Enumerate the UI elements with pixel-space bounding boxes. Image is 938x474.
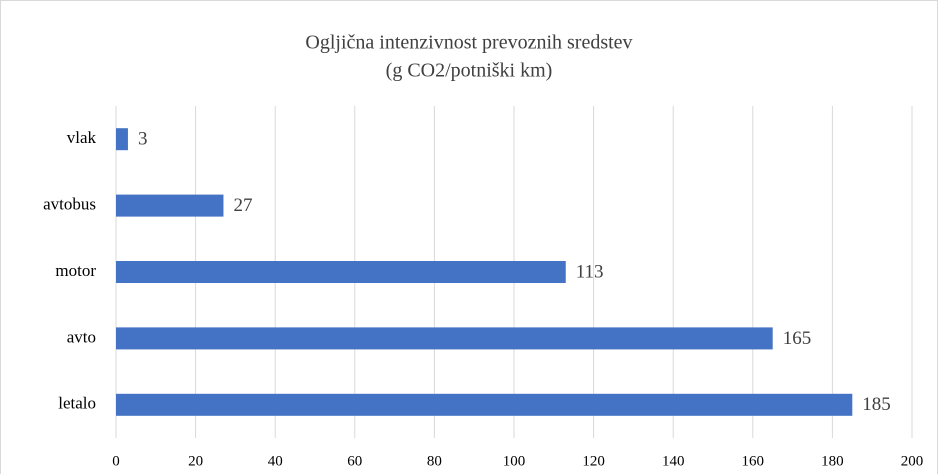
data-label: 3 xyxy=(138,129,148,150)
y-tick-label: avtobus xyxy=(43,195,96,214)
data-label: 27 xyxy=(233,195,252,216)
y-tick-label: letalo xyxy=(58,394,96,413)
x-tick-label: 200 xyxy=(901,453,924,469)
x-tick-label: 0 xyxy=(112,453,120,469)
x-tick-label: 40 xyxy=(268,453,283,469)
data-label: 113 xyxy=(576,261,604,282)
chart-title: Ogljična intenzivnost prevoznih sredstev xyxy=(305,32,632,54)
y-tick-label: motor xyxy=(55,261,96,280)
x-tick-label: 100 xyxy=(503,453,526,469)
x-tick-label: 160 xyxy=(742,453,765,469)
data-label: 165 xyxy=(783,328,812,349)
x-tick-label: 60 xyxy=(347,453,362,469)
y-tick-label: vlak xyxy=(67,128,97,147)
bar xyxy=(116,393,853,416)
bar xyxy=(116,327,773,350)
bar xyxy=(116,194,224,217)
x-tick-label: 20 xyxy=(188,453,203,469)
data-label: 185 xyxy=(862,394,891,415)
x-tick-label: 120 xyxy=(582,453,605,469)
chart-subtitle: (g CO2/potniški km) xyxy=(386,60,553,82)
y-tick-label: avto xyxy=(67,327,96,346)
bar xyxy=(116,128,128,151)
bar xyxy=(116,261,566,283)
x-tick-label: 80 xyxy=(427,453,442,469)
x-tick-label: 180 xyxy=(821,453,844,469)
x-tick-label: 140 xyxy=(662,453,685,469)
